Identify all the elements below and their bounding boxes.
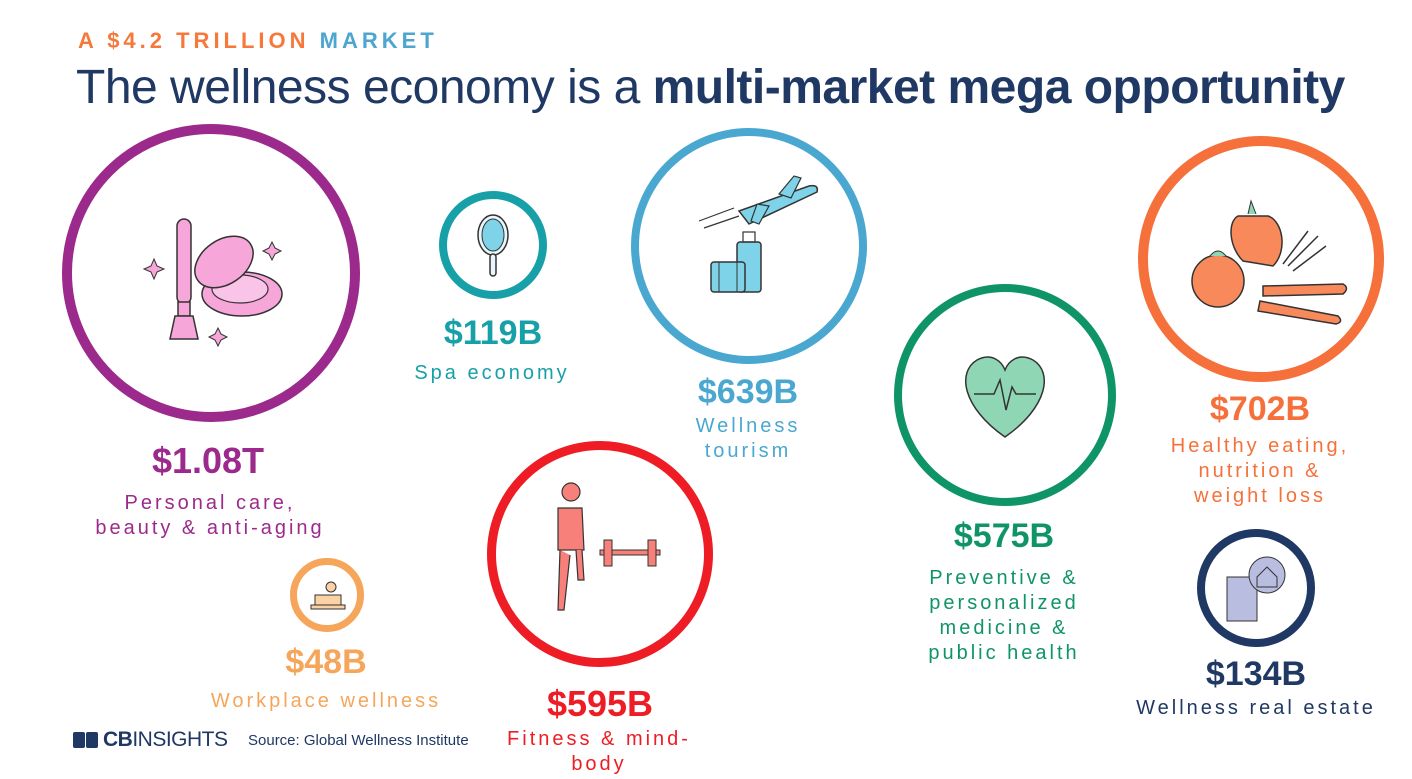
fitness-value: $595B <box>546 683 654 724</box>
vegetables-icon <box>1191 199 1348 325</box>
heartbeat-icon <box>964 356 1046 438</box>
workplace-circle <box>290 558 364 632</box>
healthy-eating-circle <box>1138 136 1384 382</box>
makeup-icon <box>142 218 283 348</box>
cb-logo-icon <box>73 732 98 748</box>
airplane-luggage-icon <box>698 175 819 293</box>
kicker-prefix: A <box>78 28 108 53</box>
preventive-circle <box>894 284 1116 506</box>
kicker-suffix: MARKET <box>309 28 438 53</box>
real-estate-value: $134B <box>1205 655 1307 693</box>
runner-dumbbell-icon <box>557 482 661 611</box>
desk-worker-icon <box>310 581 346 610</box>
preventive-value: $575B <box>953 517 1055 555</box>
real-estate-circle <box>1197 529 1315 647</box>
workplace-label: Workplace wellness <box>210 690 442 712</box>
tourism-value: $639B <box>697 373 799 411</box>
logo-insights: INSIGHTS <box>132 728 228 751</box>
hand-mirror-icon <box>477 214 509 277</box>
spa-label: Spa economy <box>414 362 570 384</box>
personal-care-circle <box>62 124 360 422</box>
buildings-icon <box>1226 556 1286 622</box>
logo-cb: CB <box>103 728 133 751</box>
kicker: A $4.2 TRILLION MARKET <box>78 28 438 54</box>
healthy-eating-label: Healthy eating, nutrition & weight loss <box>1170 435 1350 507</box>
title-bold: multi-market mega opportunity <box>652 61 1346 114</box>
healthy-eating-value: $702B <box>1209 390 1311 428</box>
title-light: The wellness economy is a <box>76 61 653 114</box>
kicker-amount: $4.2 TRILLION <box>107 28 310 53</box>
page-title: The wellness economy is a multi-market m… <box>76 60 1345 115</box>
tourism-circle <box>631 128 867 364</box>
spa-value: $119B <box>443 314 543 352</box>
fitness-label: Fitness & mind- body <box>507 728 691 775</box>
cbinsights-logo: CBINSIGHTS <box>73 728 228 752</box>
personal-care-value: $1.08T <box>151 440 265 481</box>
real-estate-label: Wellness real estate <box>1136 697 1376 719</box>
preventive-label: Preventive & personalized medicine & pub… <box>928 567 1080 664</box>
personal-care-label: Personal care, beauty & anti-aging <box>95 492 325 539</box>
workplace-value: $48B <box>285 643 367 681</box>
fitness-circle <box>487 441 713 667</box>
source-note: Source: Global Wellness Institute <box>248 732 469 749</box>
spa-circle <box>439 191 547 299</box>
tourism-label: Wellness tourism <box>695 415 801 462</box>
